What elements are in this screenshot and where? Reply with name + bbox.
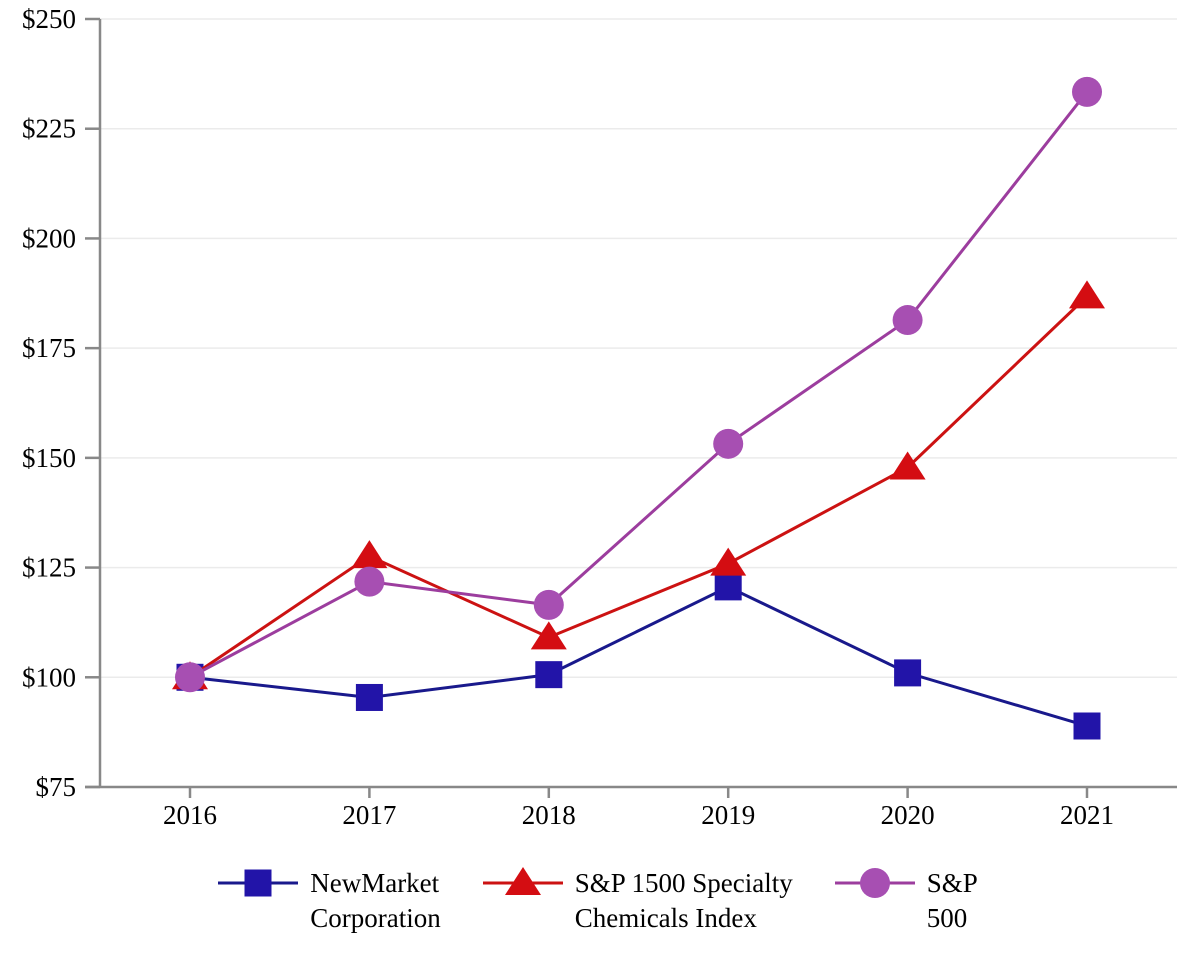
x-tick-label: 2018	[522, 800, 576, 830]
legend-label-newmarket: NewMarket Corporation	[310, 868, 441, 933]
legend-label-sp500: S&P 500	[926, 868, 978, 933]
data-point-marker	[533, 589, 564, 620]
series-line	[189, 295, 1089, 679]
data-point-marker	[530, 621, 567, 650]
legend-item-sp1500-specialty-chemicals: S&P 1500 Specialty Chemicals Index	[482, 866, 793, 936]
data-point-marker	[892, 305, 923, 336]
series-line	[189, 585, 1088, 728]
x-tick-label: 2016	[163, 800, 217, 830]
data-point-marker	[1072, 76, 1102, 107]
series-line	[189, 90, 1089, 679]
y-tick-label: $75	[36, 772, 77, 802]
x-tick-label: 2019	[701, 800, 755, 830]
y-tick-label: $250	[22, 4, 76, 34]
data-point-marker	[535, 661, 563, 689]
data-point-marker	[1069, 280, 1105, 309]
legend-swatch-sp1500-triangle-icon	[482, 867, 563, 895]
y-tick-label: $225	[22, 114, 76, 144]
legend-swatch-sp500-circle-icon	[834, 868, 915, 898]
y-tick-label: $100	[22, 662, 76, 692]
x-tick-label: 2021	[1060, 800, 1114, 830]
data-point-marker	[175, 662, 205, 693]
legend: NewMarket Corporation S&P 1500 Specialty…	[0, 866, 1196, 936]
data-point-marker	[351, 540, 388, 569]
legend-label-sp1500-specialty-chemicals: S&P 1500 Specialty Chemicals Index	[574, 868, 793, 933]
legend-item-sp500: S&P 500	[834, 866, 978, 936]
data-point-marker	[354, 566, 385, 597]
y-tick-label: $175	[22, 333, 76, 363]
data-point-marker	[894, 659, 922, 687]
x-tick-label: 2017	[342, 800, 396, 830]
y-tick-label: $150	[22, 443, 76, 473]
y-tick-label: $200	[22, 223, 76, 253]
data-point-marker	[714, 573, 742, 601]
data-point-marker	[355, 683, 383, 711]
data-point-marker	[713, 428, 744, 459]
data-point-marker	[889, 451, 926, 480]
data-point-marker	[1073, 712, 1101, 740]
y-tick-label: $125	[22, 553, 76, 583]
legend-swatch-newmarket-square-icon	[218, 869, 299, 897]
legend-item-newmarket: NewMarket Corporation	[218, 866, 441, 936]
data-point-marker	[710, 547, 747, 576]
x-tick-label: 2020	[881, 800, 935, 830]
